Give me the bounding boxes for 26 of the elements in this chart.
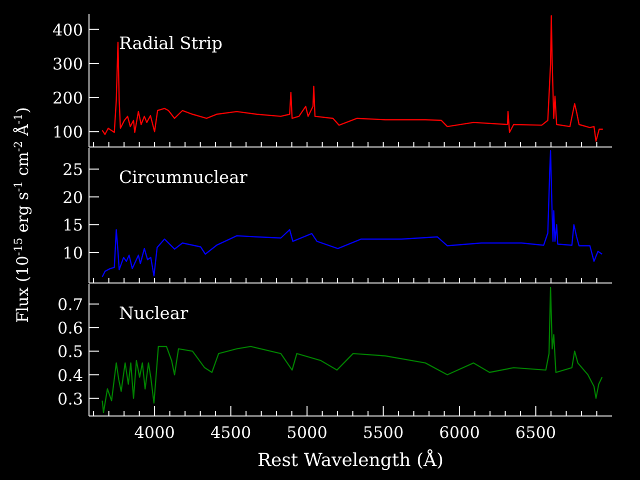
- line-series: [102, 150, 603, 278]
- series-label: Radial Strip: [119, 34, 223, 54]
- text: Circumnuclear: [119, 168, 248, 188]
- y-tick-label: 0.3: [58, 389, 83, 408]
- x-tick-label: 5000: [286, 423, 328, 442]
- x-tick-label: 5500: [362, 423, 404, 442]
- y-tick-label: 0.7: [58, 295, 83, 314]
- line-series: [102, 286, 603, 414]
- y-tick-label: 300: [52, 54, 83, 74]
- y-tick-label: 15: [62, 216, 83, 235]
- x-tick-label: 4500: [210, 423, 252, 442]
- y-tick-label: 0.6: [58, 318, 83, 338]
- y-tick-label: 200: [52, 88, 83, 108]
- y-tick-label: 20: [62, 188, 83, 207]
- y-tick-label: 10: [62, 243, 83, 262]
- y-tick-label: 0.5: [58, 342, 83, 362]
- line-series: [102, 15, 604, 142]
- x-tick-label: 4000: [134, 423, 175, 442]
- x-axis-title: Rest Wavelength (Å): [257, 449, 444, 471]
- x-tick-label: 6000: [439, 423, 480, 442]
- y-tick-label: 400: [52, 20, 83, 40]
- series-label: Nuclear: [119, 304, 188, 324]
- y-tick-label: 25: [62, 160, 83, 180]
- y-tick-label: 100: [52, 122, 83, 142]
- x-tick-label: 6500: [515, 423, 556, 442]
- y-tick-label: 0.4: [58, 366, 83, 385]
